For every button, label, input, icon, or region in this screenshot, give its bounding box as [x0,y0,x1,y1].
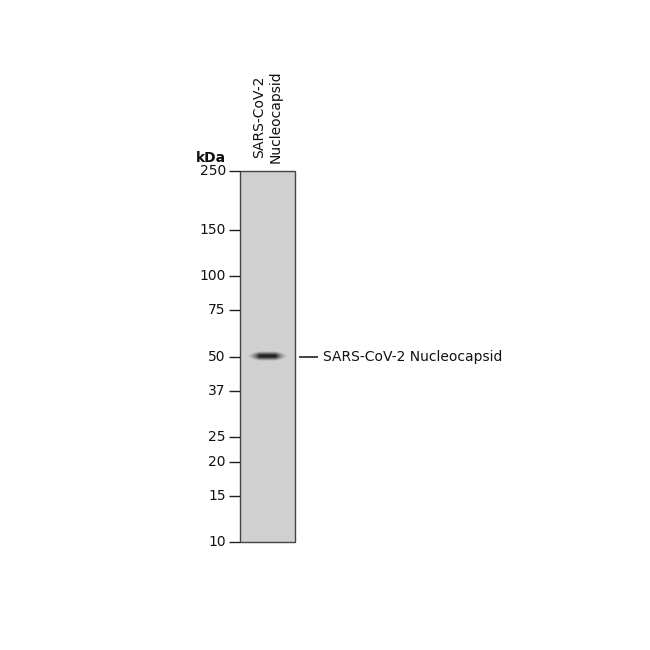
Text: SARS-CoV-2
Nucleocapsid: SARS-CoV-2 Nucleocapsid [253,70,283,163]
Text: 20: 20 [209,456,226,469]
Text: 100: 100 [200,270,226,283]
Bar [240,170,295,543]
Text: 15: 15 [208,489,226,502]
Text: 37: 37 [209,384,226,398]
Text: kDa: kDa [196,151,226,165]
Text: 75: 75 [209,303,226,317]
Text: 10: 10 [208,536,226,549]
Text: 150: 150 [200,222,226,237]
Text: 50: 50 [209,350,226,363]
Text: SARS-CoV-2 Nucleocapsid: SARS-CoV-2 Nucleocapsid [323,350,502,363]
Text: 25: 25 [209,430,226,443]
Text: 250: 250 [200,164,226,177]
